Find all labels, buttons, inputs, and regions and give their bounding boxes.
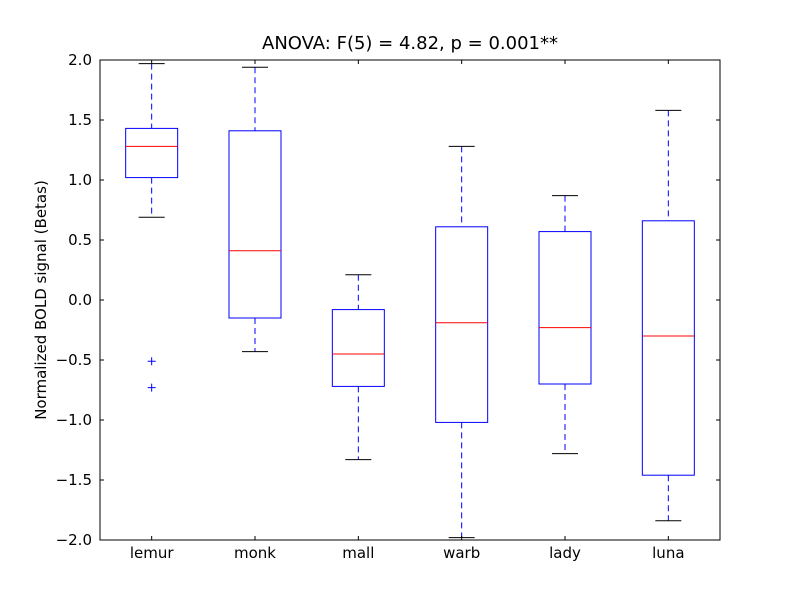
y-axis-label: Normalized BOLD signal (Betas): [32, 180, 50, 420]
iqr-box: [435, 226, 489, 423]
outlier-point: [147, 383, 156, 392]
iqr-box: [641, 220, 695, 476]
iqr-box: [331, 309, 385, 387]
iqr-box: [538, 231, 592, 385]
y-tick-label: 2.0: [68, 51, 92, 69]
x-tick-label: luna: [652, 544, 684, 562]
x-tick-label: warb: [443, 544, 480, 562]
box-luna: [641, 109, 695, 522]
y-tick-label: −2.0: [56, 531, 92, 549]
iqr-box: [228, 130, 282, 319]
box-lady: [538, 195, 592, 455]
x-tick-label: mall: [342, 544, 374, 562]
y-tick-label: 1.0: [68, 171, 92, 189]
box-warb: [435, 145, 489, 539]
x-tick-label: lemur: [130, 544, 175, 562]
x-tick-label: lady: [549, 544, 581, 562]
chart-title: ANOVA: F(5) = 4.82, p = 0.001**: [262, 33, 558, 54]
x-tick-label: monk: [234, 544, 276, 562]
iqr-box: [125, 127, 179, 179]
y-tick-label: −1.5: [56, 471, 92, 489]
y-tick-label: 1.5: [68, 111, 92, 129]
y-tick-label: 0.0: [68, 291, 92, 309]
y-tick-label: −0.5: [56, 351, 92, 369]
outlier-point: [147, 357, 156, 366]
box-mall: [331, 274, 385, 461]
box-monk: [228, 66, 282, 353]
plot-frame: [99, 59, 721, 541]
y-tick-label: −1.0: [56, 411, 92, 429]
y-tick-label: 0.5: [68, 231, 92, 249]
box-lemur: [125, 63, 179, 392]
